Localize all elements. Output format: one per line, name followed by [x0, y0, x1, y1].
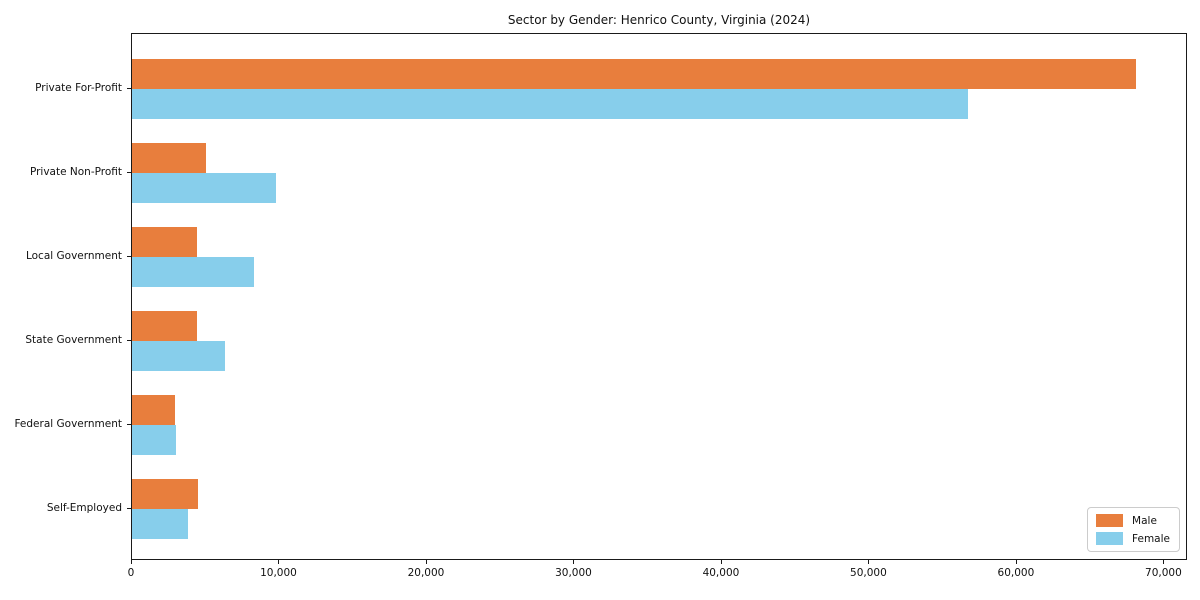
plot-area: Male Female [131, 33, 1187, 560]
chart-title: Sector by Gender: Henrico County, Virgin… [507, 13, 811, 27]
y-tick-label-private-non-profit: Private Non-Profit [29, 166, 122, 178]
bar-male-local-government [132, 227, 197, 257]
x-tick-mark [1163, 560, 1165, 564]
x-tick-label-10-000: 10,000 [260, 567, 297, 579]
x-tick-label-70-000: 70,000 [1145, 567, 1182, 579]
legend-swatch-male [1096, 514, 1124, 527]
legend-entry-female: Female [1096, 532, 1170, 545]
y-tick-mark [127, 340, 131, 341]
x-tick-mark [131, 560, 132, 564]
x-tick-label-60-000: 60,000 [997, 567, 1035, 579]
x-tick-label-0: 0 [127, 567, 135, 579]
y-tick-label-state-government: State Government [25, 334, 122, 346]
y-tick-mark [127, 256, 131, 257]
y-tick-label-self-employed: Self-Employed [46, 502, 122, 514]
x-tick-label-20-000: 20,000 [407, 567, 445, 579]
y-tick-label-federal-government: Federal Government [14, 418, 122, 430]
legend-swatch-female [1096, 532, 1124, 545]
x-tick-label-30-000: 30,000 [555, 567, 592, 579]
y-tick-mark [127, 508, 131, 509]
bar-male-private-for-profit [132, 59, 1136, 89]
x-tick-mark [278, 560, 280, 564]
bar-female-state-government [132, 341, 225, 371]
bar-male-private-non-profit [132, 143, 206, 173]
y-tick-label-local-government: Local Government [25, 250, 122, 262]
bar-female-self-employed [132, 509, 188, 539]
y-tick-mark [127, 172, 131, 173]
x-tick-mark [1015, 560, 1017, 564]
bar-female-private-for-profit [132, 89, 969, 119]
x-tick-mark [573, 560, 575, 564]
x-tick-mark [868, 560, 870, 564]
bar-female-local-government [132, 257, 255, 287]
bar-male-state-government [132, 311, 197, 341]
legend-entry-male: Male [1096, 514, 1170, 527]
legend-label-female: Female [1132, 532, 1170, 545]
x-tick-mark [425, 560, 427, 564]
legend: Male Female [1087, 507, 1180, 552]
bar-male-self-employed [132, 479, 199, 509]
y-tick-mark [127, 88, 131, 89]
y-tick-mark [127, 424, 131, 425]
x-tick-mark [720, 560, 722, 564]
legend-label-male: Male [1132, 514, 1157, 527]
bar-female-federal-government [132, 425, 177, 455]
x-tick-label-40-000: 40,000 [702, 567, 740, 579]
y-tick-label-private-for-profit: Private For-Profit [35, 82, 122, 94]
bar-male-federal-government [132, 395, 175, 425]
x-tick-label-50-000: 50,000 [850, 567, 887, 579]
bar-female-private-non-profit [132, 173, 277, 203]
